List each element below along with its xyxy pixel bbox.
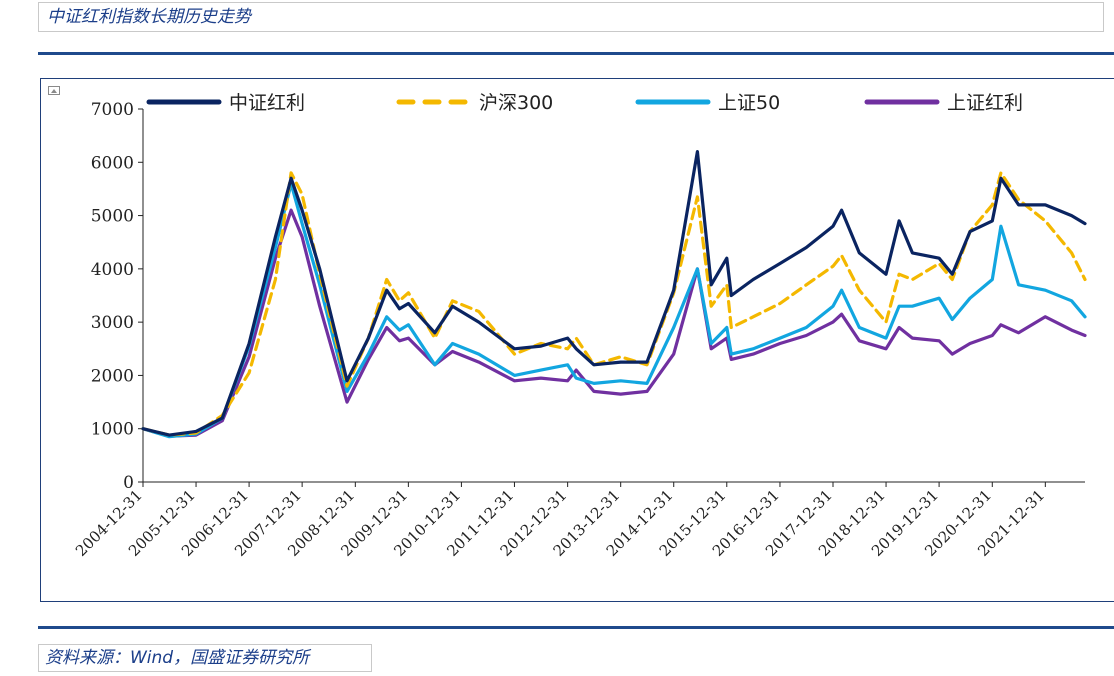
source-note: 资料来源：Wind，国盛证券研究所 [38, 644, 372, 672]
legend-label-3: 上证红利 [947, 92, 1023, 114]
legend-label-2: 上证50 [718, 92, 780, 114]
chart-title-text: 中证红利指数长期历史走势 [47, 7, 251, 27]
y-tick-label-0: 0 [123, 473, 134, 493]
y-tick-label-2: 2000 [91, 366, 134, 386]
legend-label-0: 中证红利 [229, 92, 305, 114]
chart-image-icon [48, 86, 60, 95]
series-line-2 [141, 181, 1087, 439]
chart-frame: 0 1000 2000 3000 4000 5000 6000 7000 2004-12-31 2… [40, 78, 1114, 602]
y-tick-label-3: 3000 [91, 313, 134, 333]
line-chart: 010002000300040005000600070002004-12-312… [72, 92, 1087, 560]
footer-divider [38, 626, 1114, 629]
y-tick-label-1: 1000 [91, 420, 134, 440]
source-note-text: 资料来源：Wind，国盛证券研究所 [45, 648, 310, 668]
y-tick-label-7: 7000 [91, 100, 134, 120]
y-tick-label-5: 5000 [91, 207, 134, 227]
legend-label-1: 沪深300 [479, 92, 553, 114]
header-divider [38, 52, 1114, 55]
y-tick-label-4: 4000 [91, 260, 134, 280]
y-tick-label-6: 6000 [91, 153, 134, 173]
series-line-0 [141, 149, 1087, 437]
series-line-3 [141, 208, 1087, 438]
chart-title: 中证红利指数长期历史走势 [38, 2, 1104, 32]
